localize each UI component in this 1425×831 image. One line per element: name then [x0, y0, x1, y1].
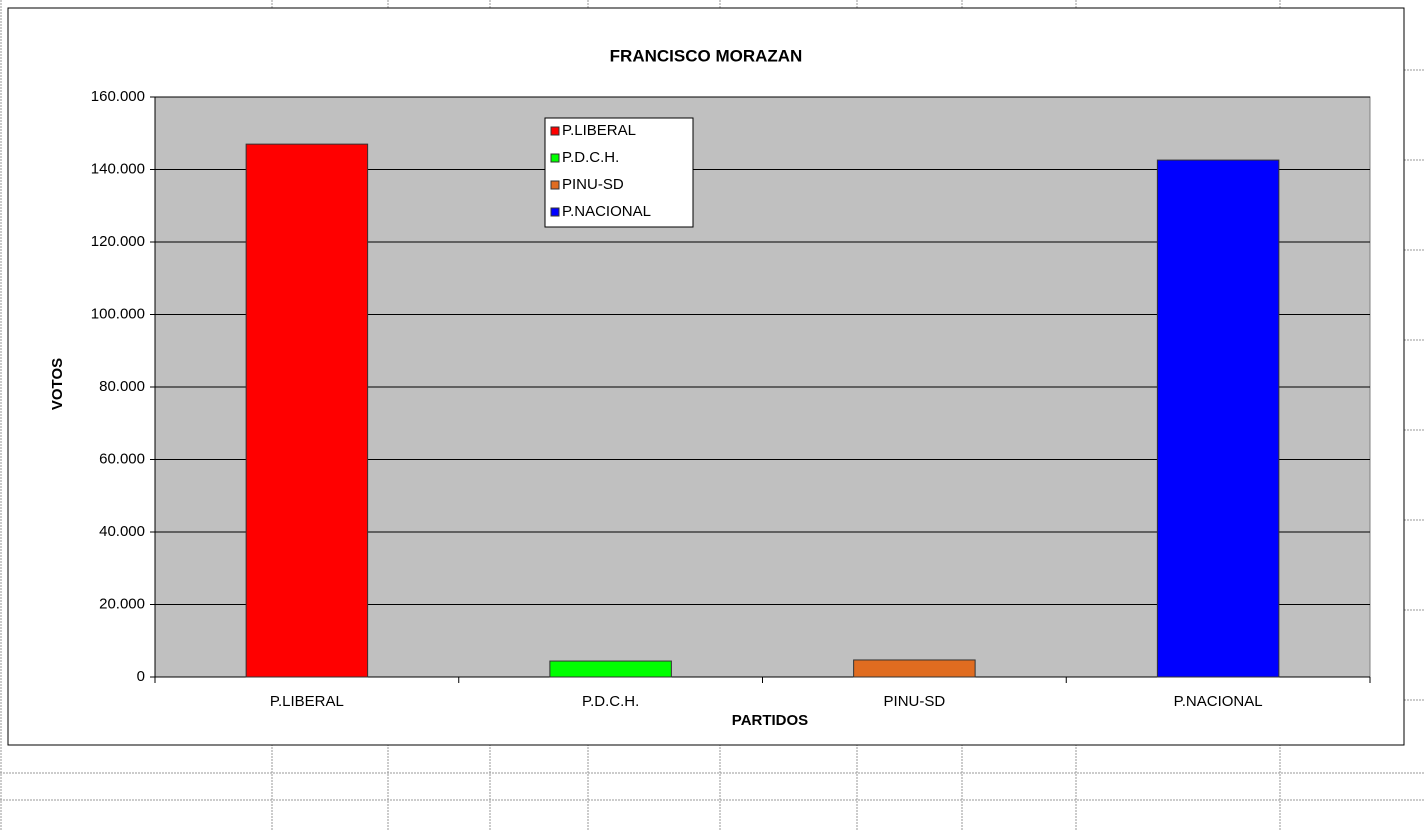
y-tick-label: 80.000 — [99, 378, 145, 395]
y-axis-label: VOTOS — [49, 358, 66, 410]
x-tick-label: P.NACIONAL — [1174, 693, 1263, 710]
legend-swatch — [550, 153, 560, 163]
y-tick-label: 40.000 — [99, 523, 145, 540]
y-tick-label: 120.000 — [91, 233, 145, 250]
y-tick-label: 20.000 — [99, 595, 145, 612]
legend-label: P.NACIONAL — [562, 203, 651, 220]
legend-swatch — [550, 207, 560, 217]
y-tick-label: 0 — [137, 668, 145, 685]
legend — [544, 117, 694, 228]
legend-label: P.LIBERAL — [562, 122, 636, 139]
y-tick-label: 140.000 — [91, 160, 145, 177]
y-tick-label: 60.000 — [99, 450, 145, 467]
y-tick-label: 100.000 — [91, 305, 145, 322]
marks — [150, 96, 1370, 678]
legend-label: PINU-SD — [562, 176, 624, 193]
x-tick-label: P.LIBERAL — [270, 693, 344, 710]
y-tick-label: 160.000 — [91, 88, 145, 105]
x-tick-label: P.D.C.H. — [582, 693, 639, 710]
bar — [1156, 159, 1280, 678]
bar — [853, 659, 976, 678]
legend-swatch — [550, 126, 560, 136]
legend-swatch — [550, 180, 560, 190]
x-tick-label: PINU-SD — [884, 693, 946, 710]
bar — [245, 143, 369, 678]
legend-label: P.D.C.H. — [562, 149, 619, 166]
chart-title: FRANCISCO MORAZAN — [610, 46, 803, 65]
x-axis-label: PARTIDOS — [732, 712, 808, 729]
bar — [549, 660, 672, 678]
